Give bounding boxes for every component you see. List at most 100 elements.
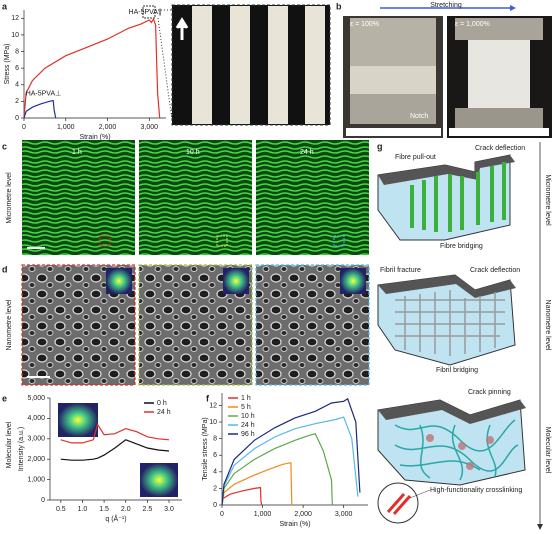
panel-letter: g [377,141,383,151]
x-axis-title: Strain (%) [79,134,110,141]
series-line [23,17,161,119]
panel-letter: f [206,393,210,403]
series-line [221,397,361,506]
x-tick-label: 3,000 [335,511,353,518]
diagram-label: Fibril bridging [436,367,478,374]
x-tick-label: 1.0 [78,506,88,513]
zoom-box [142,5,156,19]
y-tick-label: 12 [209,402,217,409]
series-line [221,416,359,506]
y-tick-label: 2 [15,98,19,105]
y-tick-label: 8 [213,435,217,442]
x-axis-title: Strain (%) [279,521,310,528]
nano-diagram [377,274,516,366]
notch-label: Notch [410,113,428,120]
saxs-24h [140,463,178,497]
x-tick-label: 2,000 [99,124,117,131]
y-tick-label: 12 [11,15,19,22]
x-tick-label: 0 [22,124,26,131]
legend-label: 96 h [241,431,255,438]
x-tick-label: 2.5 [143,506,153,513]
x-axis-title: q (Å⁻¹) [105,514,126,523]
legend-label: 24 h [241,422,255,429]
panel-letter: d [2,264,8,274]
panel-letter: a [2,1,8,11]
connector [155,9,173,121]
x-tick-label: 3.0 [164,506,174,513]
series-line [60,423,170,444]
y-tick-label: 10 [11,32,19,39]
saxs-0h [58,403,98,437]
y-tick-label: 6 [15,65,19,72]
legend-label: 24 h [157,409,171,416]
y-tick-label: 0 [15,115,19,122]
x-tick-label: 1,000 [254,511,272,518]
level-label: Micrometre level [544,174,551,226]
y-tick-label: 2 [213,485,217,492]
time-label: 10 h [186,149,200,156]
row-label: Micrometre level [6,172,13,224]
x-tick-label: 1,000 [57,124,75,131]
x-tick-label: 0.5 [56,506,66,513]
y-tick-label: 5,000 [27,395,45,402]
diagram-label: Crack deflection [475,145,525,152]
diagram-label: Fibre bridging [440,243,483,250]
x-tick-label: 2,000 [294,511,312,518]
legend-label: 1 h [241,395,251,402]
strain-label: ε = 1,000% [455,21,490,28]
fluorescence-10h [139,140,252,255]
diagram-label: Fibre pull-out [395,154,436,161]
time-label: 24 h [300,149,314,156]
arrow [175,17,189,40]
time-label: 1 h [72,149,82,156]
legend-label: 10 h [241,413,255,420]
strips [192,6,325,124]
micro-diagram [377,154,515,241]
molecular-diagram [377,399,526,524]
series-line [23,99,57,119]
x-tick-label: 2.0 [121,506,131,513]
y-tick-label: 3,000 [27,436,45,443]
series-label: HA-5PVA∥ [129,8,162,16]
series-line [221,461,293,506]
y-axis-title: Intensity (a.u.) [18,427,25,471]
legend-label: 5 h [241,404,251,411]
arrow-head [510,5,516,11]
y-axis-title: Stress (MPa) [4,44,11,85]
panel-letter: c [2,141,7,151]
y-tick-label: 6 [213,452,217,459]
series-line [60,439,170,461]
series-line [221,486,263,506]
panel-letter: e [2,393,7,403]
panel-letter: b [336,1,342,11]
row-label: Nanometre level [6,299,13,350]
row-label: Molecular level [6,421,13,468]
x-tick-label: 0 [220,511,224,518]
diagram-label: Crack pinning [468,389,511,396]
y-tick-label: 8 [15,48,19,55]
legend-label: 0 h [157,400,167,407]
x-tick-label: 1.5 [99,506,109,513]
level-label: Molecular level [544,427,551,474]
y-tick-label: 2,000 [27,456,45,463]
level-label: Nanometre level [544,300,551,351]
fluorescence-1h [22,140,135,255]
diagram-label: Crack deflection [470,267,520,274]
series-line [221,432,333,506]
fluorescence-24h [256,140,369,255]
y-axis-title: Tensile stress (MPa) [202,417,209,480]
series-label: HA-5PVA⊥ [26,90,62,97]
strain-label: ε = 100% [350,21,379,28]
diagram-label: Fibril fracture [380,267,421,274]
y-tick-label: 10 [209,419,217,426]
y-tick-label: 0 [41,497,45,504]
stretching-label: Stretching [430,2,462,9]
y-tick-label: 0 [213,502,217,509]
y-tick-label: 4,000 [27,415,45,422]
diagram-label: High-functionality crosslinking [430,487,522,494]
x-tick-label: 3,000 [141,124,159,131]
y-tick-label: 4 [213,469,217,476]
y-tick-label: 1,000 [27,476,45,483]
